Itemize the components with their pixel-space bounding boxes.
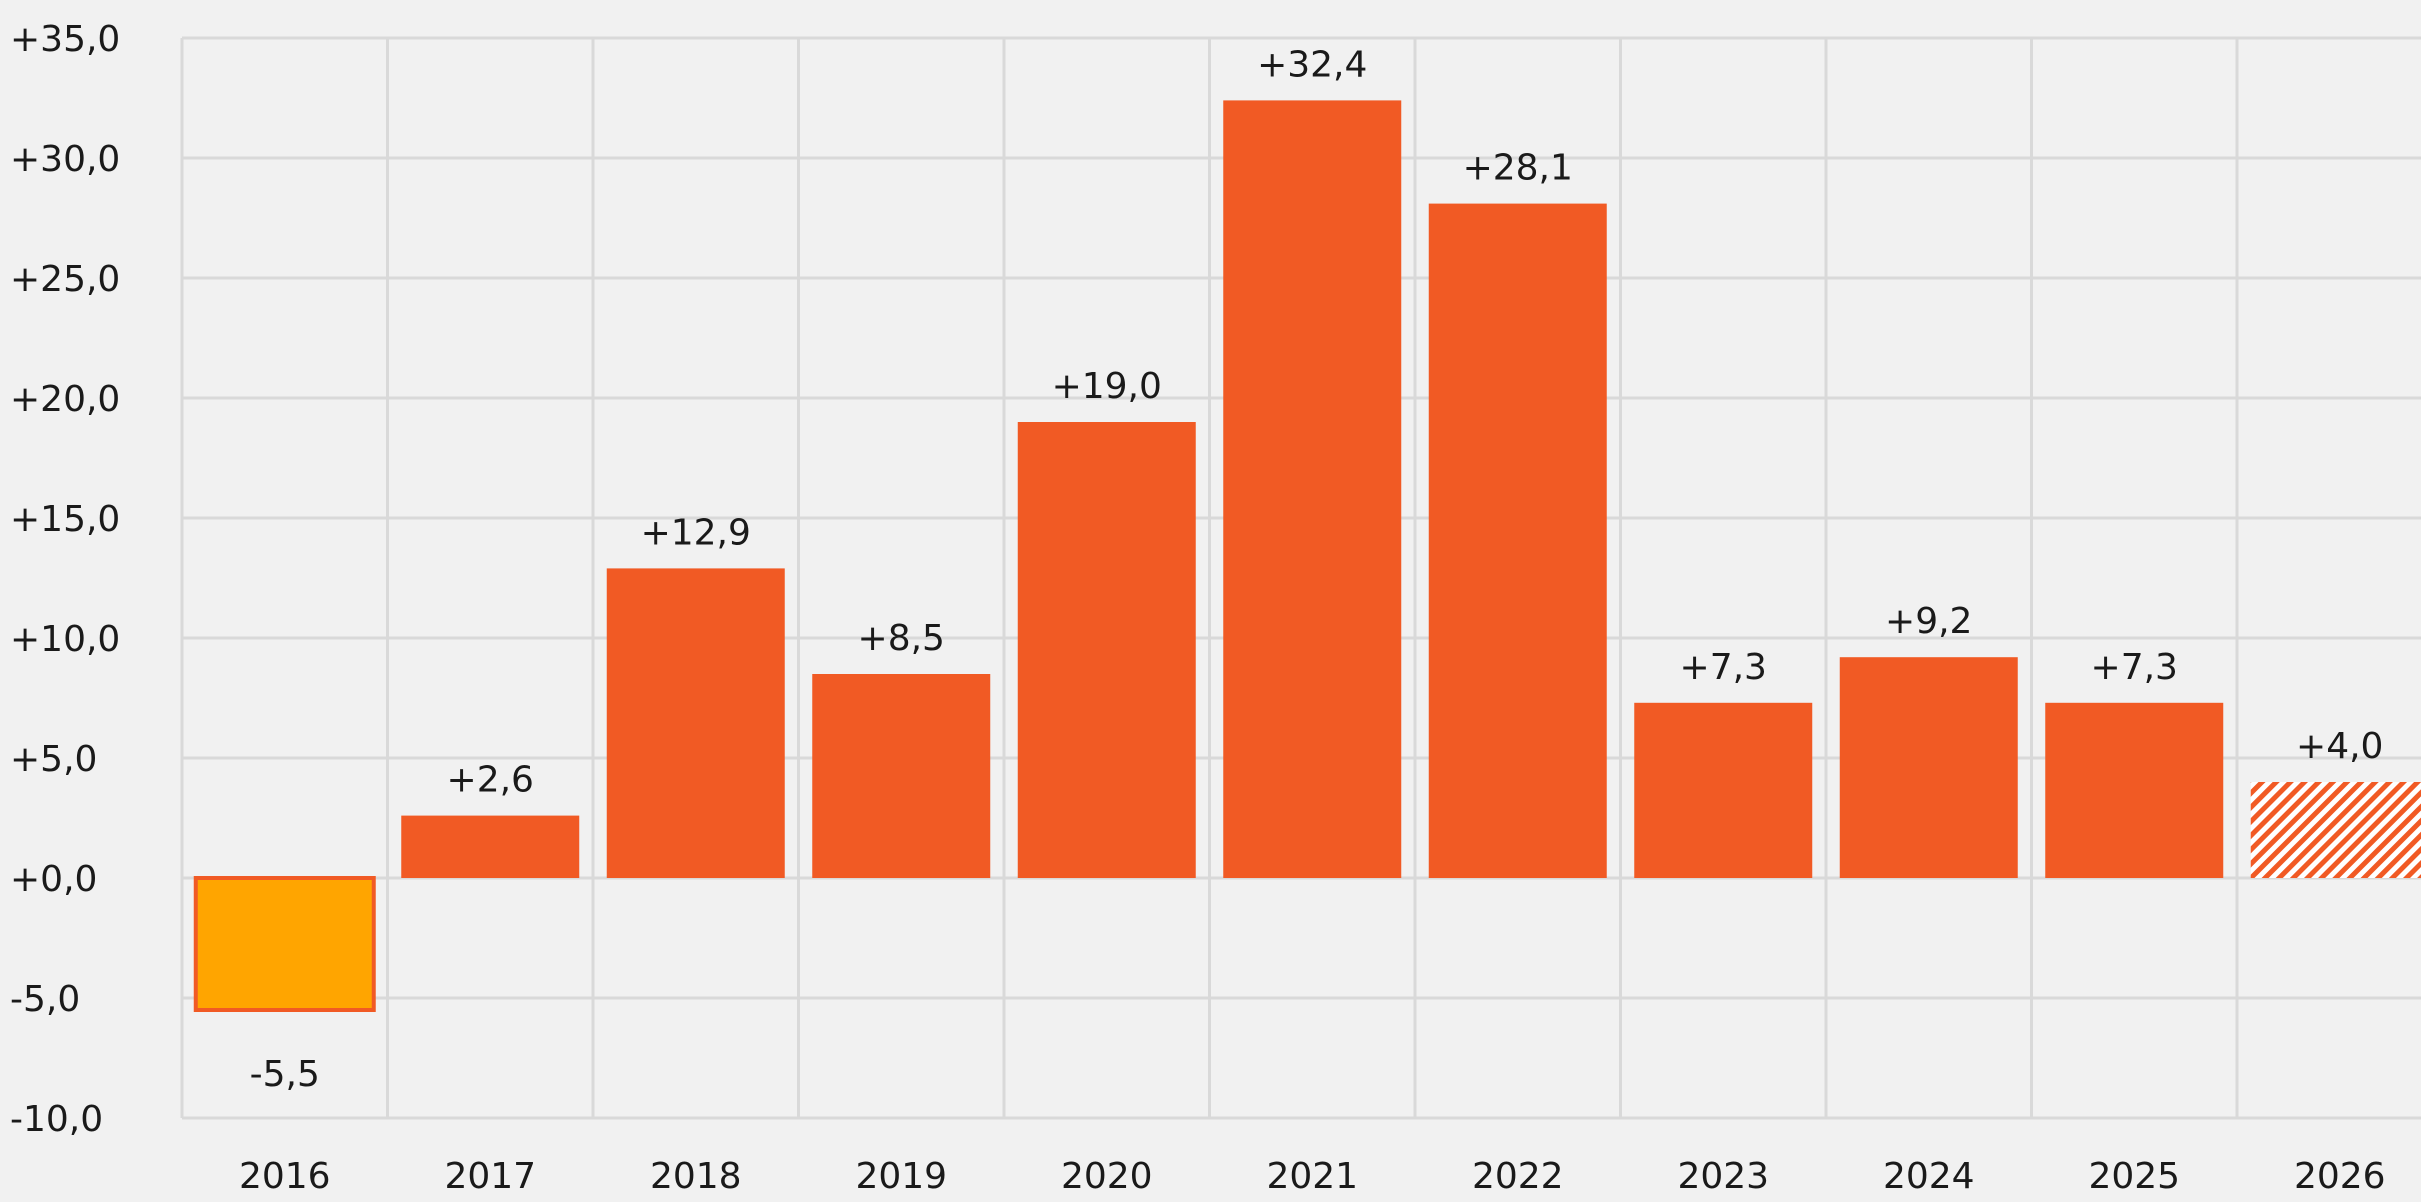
y-tick-label: +25,0 <box>10 259 120 300</box>
x-tick-label-2021: 2021 <box>1266 1156 1358 1197</box>
x-tick-label-2019: 2019 <box>855 1156 947 1197</box>
bar-2022 <box>1428 203 1607 879</box>
data-label-2022: +28,1 <box>1463 148 1573 189</box>
data-label-2018: +12,9 <box>641 512 751 553</box>
y-tick-label: +35,0 <box>10 19 120 60</box>
data-label-2023: +7,3 <box>1680 647 1767 688</box>
data-labels: -5,5 +2,6 +12,9 +8,5 +19,0 +32,4 +28,1 +7,3 +9,2… <box>250 44 2384 1095</box>
x-tick-label-2018: 2018 <box>650 1156 742 1197</box>
x-tick-label-2022: 2022 <box>1472 1156 1564 1197</box>
x-tick-label-2023: 2023 <box>1677 1156 1769 1197</box>
data-label-2020: +19,0 <box>1052 366 1162 407</box>
data-label-2025: +7,3 <box>2091 647 2178 688</box>
bar-2019 <box>812 674 991 878</box>
x-axis-tick-labels: 2016 2017 2018 2019 2020 2021 2022 2023 2024 2025… <box>239 1156 2386 1197</box>
bar-2025 <box>2045 702 2224 878</box>
x-tick-label-2016: 2016 <box>239 1156 331 1197</box>
data-label-2021: +32,4 <box>1257 44 1367 85</box>
bar-2024 <box>1839 657 2018 878</box>
data-label-2026: +4,0 <box>2296 726 2383 767</box>
x-tick-label-2020: 2020 <box>1061 1156 1153 1197</box>
y-tick-label: -5,0 <box>10 979 80 1020</box>
y-tick-label: +10,0 <box>10 619 120 660</box>
x-tick-label-2026: 2026 <box>2294 1156 2386 1197</box>
bar-2021 <box>1223 100 1402 878</box>
bar-2023 <box>1634 702 1813 878</box>
data-label-2019: +8,5 <box>858 618 945 659</box>
bar-2018 <box>606 568 785 878</box>
y-tick-label: -10,0 <box>10 1099 103 1140</box>
x-tick-label-2025: 2025 <box>2088 1156 2180 1197</box>
y-tick-label: +20,0 <box>10 379 120 420</box>
y-tick-label: +30,0 <box>10 139 120 180</box>
x-tick-label-2024: 2024 <box>1883 1156 1975 1197</box>
bar-2016 <box>193 876 376 1012</box>
data-label-2016: -5,5 <box>250 1054 320 1095</box>
y-tick-label: +5,0 <box>10 739 97 780</box>
data-label-2017: +2,6 <box>447 760 534 801</box>
bars <box>193 100 2421 1012</box>
bar-2020 <box>1017 422 1196 878</box>
y-tick-label: +15,0 <box>10 499 120 540</box>
y-tick-label: +0,0 <box>10 859 97 900</box>
bar-2017 <box>401 815 580 878</box>
bar-2026 <box>2250 782 2421 878</box>
x-tick-label-2017: 2017 <box>444 1156 536 1197</box>
y-axis-tick-labels: -10,0 -5,0 +0,0 +5,0 +10,0 +15,0 +20,0 +25,0 +30… <box>10 19 120 1140</box>
data-label-2024: +9,2 <box>1885 601 1972 642</box>
